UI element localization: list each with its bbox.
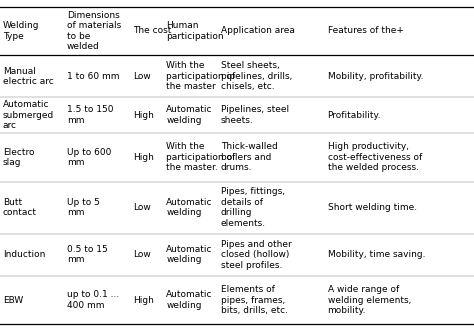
Text: 0.5 to 15
mm: 0.5 to 15 mm <box>67 245 108 264</box>
Text: Manual
electric arc: Manual electric arc <box>3 67 54 86</box>
Text: Mobility, profitability.: Mobility, profitability. <box>328 72 423 81</box>
Text: Low: Low <box>133 250 151 259</box>
Text: High productivity,
cost-effectiveness of
the welded process.: High productivity, cost-effectiveness of… <box>328 142 422 172</box>
Text: Butt
contact: Butt contact <box>3 198 37 217</box>
Text: With the
participation of
the master: With the participation of the master <box>166 62 236 91</box>
Text: Automatic
welding: Automatic welding <box>166 198 213 217</box>
Text: Welding
Type: Welding Type <box>3 21 39 40</box>
Text: 1 to 60 mm: 1 to 60 mm <box>67 72 119 81</box>
Text: Dimensions
of materials
to be
welded: Dimensions of materials to be welded <box>67 11 121 51</box>
Text: Up to 5
mm: Up to 5 mm <box>67 198 100 217</box>
Text: With the
participation of
the master.: With the participation of the master. <box>166 142 236 172</box>
Text: Application area: Application area <box>221 26 295 36</box>
Text: Profitability.: Profitability. <box>328 111 381 120</box>
Text: 1.5 to 150
mm: 1.5 to 150 mm <box>67 106 113 125</box>
Text: Automatic
welding: Automatic welding <box>166 291 213 310</box>
Text: Short welding time.: Short welding time. <box>328 203 417 212</box>
Text: Mobility, time saving.: Mobility, time saving. <box>328 250 425 259</box>
Text: EBW: EBW <box>3 295 23 305</box>
Text: Features of the+: Features of the+ <box>328 26 403 36</box>
Text: Pipes and other
closed (hollow)
steel profiles.: Pipes and other closed (hollow) steel pr… <box>221 240 292 269</box>
Text: Elements of
pipes, frames,
bits, drills, etc.: Elements of pipes, frames, bits, drills,… <box>221 285 288 315</box>
Text: Induction: Induction <box>3 250 45 259</box>
Text: Human
participation: Human participation <box>166 21 224 40</box>
Text: The cost: The cost <box>133 26 172 36</box>
Text: A wide range of
welding elements,
mobility.: A wide range of welding elements, mobili… <box>328 285 411 315</box>
Text: High: High <box>133 153 154 162</box>
Text: Automatic
submerged
arc: Automatic submerged arc <box>3 100 54 130</box>
Text: Low: Low <box>133 203 151 212</box>
Text: Steel sheets,
pipelines, drills,
chisels, etc.: Steel sheets, pipelines, drills, chisels… <box>221 62 292 91</box>
Text: Automatic
welding: Automatic welding <box>166 106 213 125</box>
Text: up to 0.1 ...
400 mm: up to 0.1 ... 400 mm <box>67 291 119 310</box>
Text: Pipelines, steel
sheets.: Pipelines, steel sheets. <box>221 106 289 125</box>
Text: High: High <box>133 111 154 120</box>
Text: Thick-walled
boilers and
drums.: Thick-walled boilers and drums. <box>221 142 278 172</box>
Text: Pipes, fittings,
details of
drilling
elements.: Pipes, fittings, details of drilling ele… <box>221 188 285 228</box>
Text: Low: Low <box>133 72 151 81</box>
Text: Electro
slag: Electro slag <box>3 148 34 167</box>
Text: High: High <box>133 295 154 305</box>
Text: Up to 600
mm: Up to 600 mm <box>67 148 111 167</box>
Text: Automatic
welding: Automatic welding <box>166 245 213 264</box>
